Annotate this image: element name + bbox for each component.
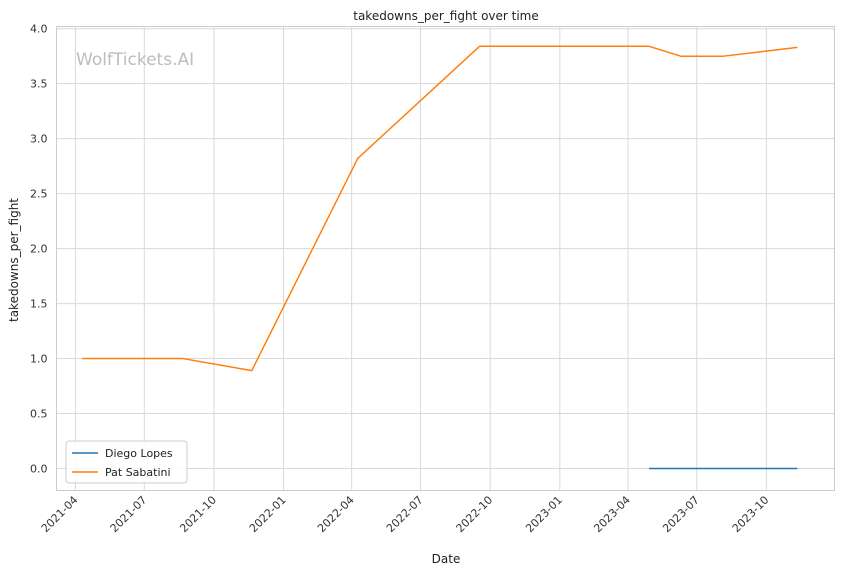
y-tick-label: 3.5 (30, 78, 48, 91)
series-lines (82, 45, 798, 470)
chart-title: takedowns_per_fight over time (353, 9, 539, 23)
x-axis-title: Date (432, 552, 461, 566)
series-line-pat-sabatini (82, 45, 798, 372)
y-tick-label: 4.0 (30, 23, 48, 36)
y-tick-label: 1.5 (30, 298, 48, 311)
y-tick-label: 3.0 (30, 133, 48, 146)
y-tick-label: 0.0 (30, 463, 48, 476)
y-tick-label: 1.0 (30, 353, 48, 366)
y-tick-label: 2.0 (30, 243, 48, 256)
legend: Diego Lopes Pat Sabatini (65, 440, 188, 484)
plot-frame (56, 26, 835, 491)
legend-label-diego-lopes: Diego Lopes (105, 447, 173, 460)
legend-label-pat-sabatini: Pat Sabatini (105, 466, 171, 479)
y-tick-label: 0.5 (30, 408, 48, 421)
y-tick-label: 2.5 (30, 188, 48, 201)
grid-lines (56, 26, 835, 491)
watermark-text: WolfTickets.AI (76, 50, 194, 70)
y-axis-title: takedowns_per_fight (7, 198, 21, 322)
